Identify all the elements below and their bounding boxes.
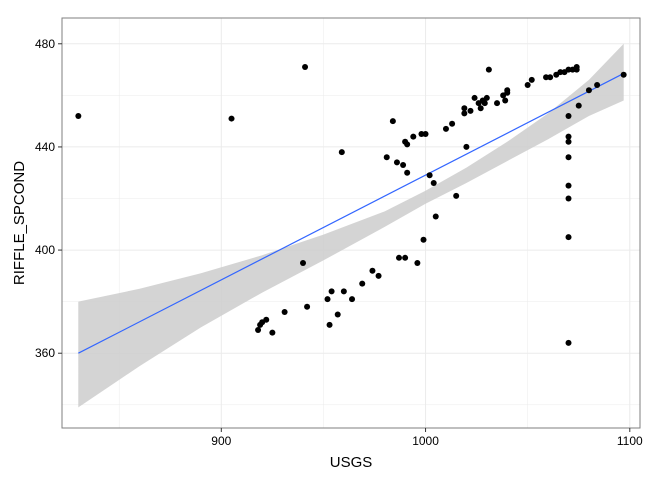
data-point bbox=[573, 66, 580, 73]
data-point bbox=[565, 339, 572, 346]
data-point bbox=[326, 321, 333, 328]
data-point bbox=[324, 296, 331, 303]
y-tick-label: 480 bbox=[35, 37, 55, 51]
data-point bbox=[281, 308, 288, 315]
data-point bbox=[449, 120, 456, 127]
data-point bbox=[565, 182, 572, 189]
data-point bbox=[502, 97, 509, 104]
y-tick-label: 360 bbox=[35, 346, 55, 360]
data-point bbox=[461, 110, 468, 117]
data-point bbox=[383, 154, 390, 161]
x-axis-ticks: 900 1000 1100 bbox=[211, 428, 643, 448]
data-point bbox=[263, 316, 270, 323]
data-point bbox=[504, 87, 511, 94]
y-tick-label: 440 bbox=[35, 140, 55, 154]
data-point bbox=[432, 213, 439, 220]
data-point bbox=[255, 327, 262, 334]
data-point bbox=[410, 133, 417, 140]
data-point bbox=[547, 74, 554, 81]
data-point bbox=[338, 149, 345, 156]
data-point bbox=[400, 161, 407, 168]
data-point bbox=[404, 141, 411, 148]
plot-panel bbox=[62, 18, 640, 428]
data-point bbox=[430, 180, 437, 187]
data-point bbox=[422, 131, 429, 138]
data-point bbox=[485, 66, 492, 73]
data-point bbox=[404, 169, 411, 176]
data-point bbox=[575, 102, 582, 109]
data-point bbox=[75, 112, 82, 119]
data-point bbox=[442, 125, 449, 132]
data-point bbox=[359, 280, 366, 287]
data-point bbox=[375, 272, 382, 279]
data-point bbox=[565, 234, 572, 241]
x-tick-label: 1000 bbox=[412, 434, 439, 448]
data-point bbox=[369, 267, 376, 274]
y-tick-label: 400 bbox=[35, 243, 55, 257]
data-point bbox=[304, 303, 311, 310]
x-axis-title: USGS bbox=[330, 454, 373, 471]
data-point bbox=[453, 192, 460, 199]
data-point bbox=[565, 195, 572, 202]
y-axis-ticks: 360 400 440 480 bbox=[35, 37, 62, 360]
data-point bbox=[620, 71, 627, 78]
data-point bbox=[302, 63, 309, 70]
data-point bbox=[494, 100, 501, 107]
data-point bbox=[594, 82, 601, 89]
regression-line bbox=[78, 72, 624, 354]
data-point bbox=[340, 288, 347, 295]
data-point bbox=[565, 138, 572, 145]
data-point bbox=[389, 118, 396, 125]
data-point bbox=[402, 254, 409, 261]
data-point bbox=[463, 143, 470, 150]
data-point bbox=[300, 259, 307, 266]
data-point bbox=[269, 329, 276, 336]
data-point bbox=[477, 105, 484, 112]
y-axis-title: RIFFLE_SPCOND bbox=[11, 161, 28, 285]
data-point bbox=[565, 112, 572, 119]
data-point bbox=[393, 159, 400, 166]
data-point bbox=[483, 94, 490, 101]
data-point bbox=[334, 311, 341, 318]
data-points bbox=[75, 63, 627, 346]
data-point bbox=[528, 76, 535, 83]
data-point bbox=[461, 105, 468, 112]
confidence-band bbox=[78, 43, 624, 408]
data-point bbox=[414, 259, 421, 266]
x-tick-label: 1100 bbox=[617, 434, 643, 448]
data-point bbox=[420, 236, 427, 243]
data-point bbox=[467, 107, 474, 114]
data-point bbox=[585, 87, 592, 94]
x-tick-label: 900 bbox=[211, 434, 231, 448]
data-point bbox=[349, 296, 356, 303]
data-point bbox=[565, 133, 572, 140]
data-point bbox=[228, 115, 235, 122]
grid-lines bbox=[62, 18, 640, 428]
data-point bbox=[471, 94, 478, 101]
data-point bbox=[395, 254, 402, 261]
data-point bbox=[426, 172, 433, 179]
data-point bbox=[565, 154, 572, 161]
data-point bbox=[524, 82, 531, 89]
data-point bbox=[328, 288, 335, 295]
panel-border bbox=[61, 17, 641, 429]
data-point bbox=[481, 100, 488, 107]
